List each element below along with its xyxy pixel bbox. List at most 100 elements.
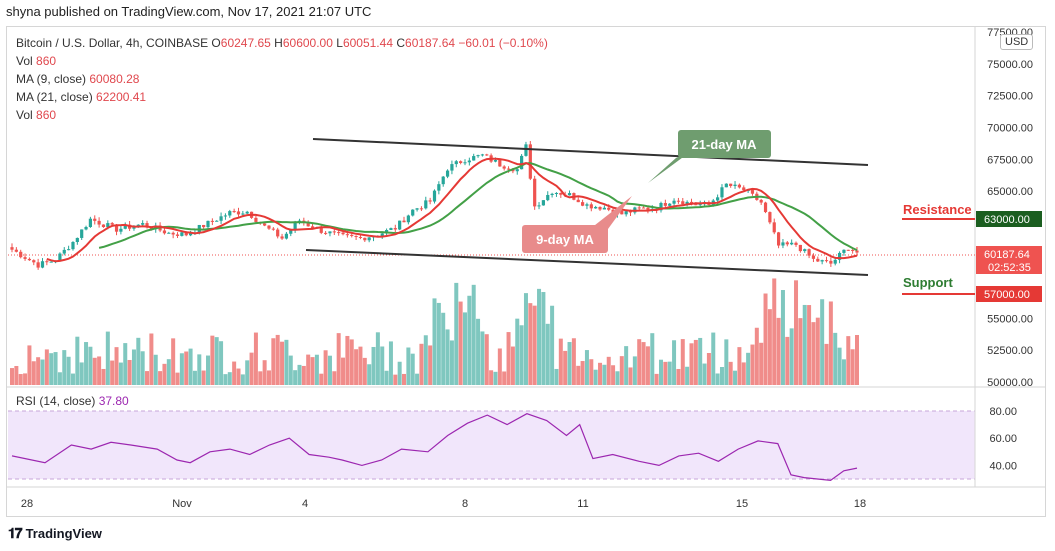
volume-bar [84,342,89,385]
volume-bar [388,341,393,385]
candle-body [415,208,419,210]
candle-body [149,227,153,230]
candle-body [785,242,789,245]
volume-bar [833,332,838,385]
candle-body [332,231,336,233]
volume-bar [262,360,267,385]
volume-bar [336,333,341,385]
volume-bar [545,323,550,385]
candle-body [19,251,23,258]
volume-bar [227,372,232,385]
candle-body [511,169,515,172]
candle-body [524,144,528,156]
ma21-line [98,162,858,252]
volume-bar [580,361,585,385]
volume-bar [484,334,489,385]
candle-body [790,242,794,245]
volume-bar [654,373,659,385]
candle-body [467,160,471,163]
candle-body [724,183,728,188]
support-price-box [976,286,1042,302]
rsi-legend: RSI (14, close) 37.80 [16,394,129,408]
candle-body [628,211,633,213]
volume-bar [384,370,389,385]
candle-body [80,229,84,238]
volume-bar [280,341,285,385]
publisher-line: shyna published on TradingView.com, Nov … [6,4,372,19]
volume-bar [153,354,158,385]
candle-body [816,258,820,262]
volume-bar [75,336,80,385]
candle-body [328,231,332,234]
volume-bar [306,354,311,385]
candle-body [851,249,855,251]
candle-body [324,232,328,234]
ma21-callout-text: 21-day MA [691,137,757,152]
volume-bar [423,335,428,385]
candle-body [267,225,271,229]
candle-body [406,215,410,223]
candle-body [546,194,550,201]
volume-bar [57,372,62,385]
candle-body [676,200,681,202]
resistance-label: Resistance [903,202,972,217]
volume-bar [188,348,193,385]
candle-body [345,234,349,236]
volume-bar [410,353,415,385]
candle-body [171,232,175,235]
candle-body [506,168,511,170]
price-tick-label: 67500.00 [987,154,1033,166]
candle-body [67,249,71,251]
volume-bar [105,331,110,385]
candle-body [45,261,49,263]
candle-body [759,199,763,203]
resistance-price-value: 63000.00 [984,214,1030,226]
volume-bar [118,362,123,385]
volume-bar [658,359,663,385]
volume-bar [510,346,515,385]
legend-row-ma21: MA (21, close) 62200.41 [16,90,147,104]
rsi-tick-label: 80.00 [989,406,1017,418]
volume-bar [537,288,542,385]
volume-bar [837,347,842,385]
candle-body [607,207,611,210]
volume-bar [759,342,764,385]
legend-row-vol: Vol 860 [16,54,57,68]
candle-body [554,192,559,194]
time-tick-label: 11 [577,498,588,510]
volume-bar [497,348,502,385]
price-tick-label: 72500.00 [987,91,1033,103]
volume-bar [802,304,807,385]
candle-body [668,203,672,206]
resistance-price-box [976,211,1042,227]
ma21-callout-pointer [648,152,690,183]
candle-body [781,242,785,246]
footer-brand: TradingView [25,526,102,541]
price-axis: 77500.0075000.0072500.0070000.0067500.00… [987,27,1033,389]
candle-body [659,202,663,211]
candle-body [232,211,236,213]
volume-bar [454,282,459,385]
volume-bar [746,352,751,385]
candle-body [811,255,816,259]
currency-button[interactable]: USD [1000,34,1034,50]
candle-body [136,224,140,227]
volume-bar [615,371,620,385]
candle-body [842,249,846,253]
volume-bar [219,341,224,385]
time-tick-label: 4 [302,498,308,510]
candle-body [84,226,88,230]
ma9-callout-text: 9-day MA [536,232,594,247]
volume-bar [519,325,524,385]
candle-body [62,249,66,254]
volume-bar [236,368,241,385]
candle-body [97,220,101,225]
low-value: 60051.44 [342,36,393,50]
volume-bar [110,360,115,385]
candle-body [807,249,811,256]
volume-bar [632,356,637,385]
candle-body [398,220,402,230]
rsi-axis: 80.00 60.00 40.00 [989,406,1017,472]
volume-bar [192,370,197,385]
